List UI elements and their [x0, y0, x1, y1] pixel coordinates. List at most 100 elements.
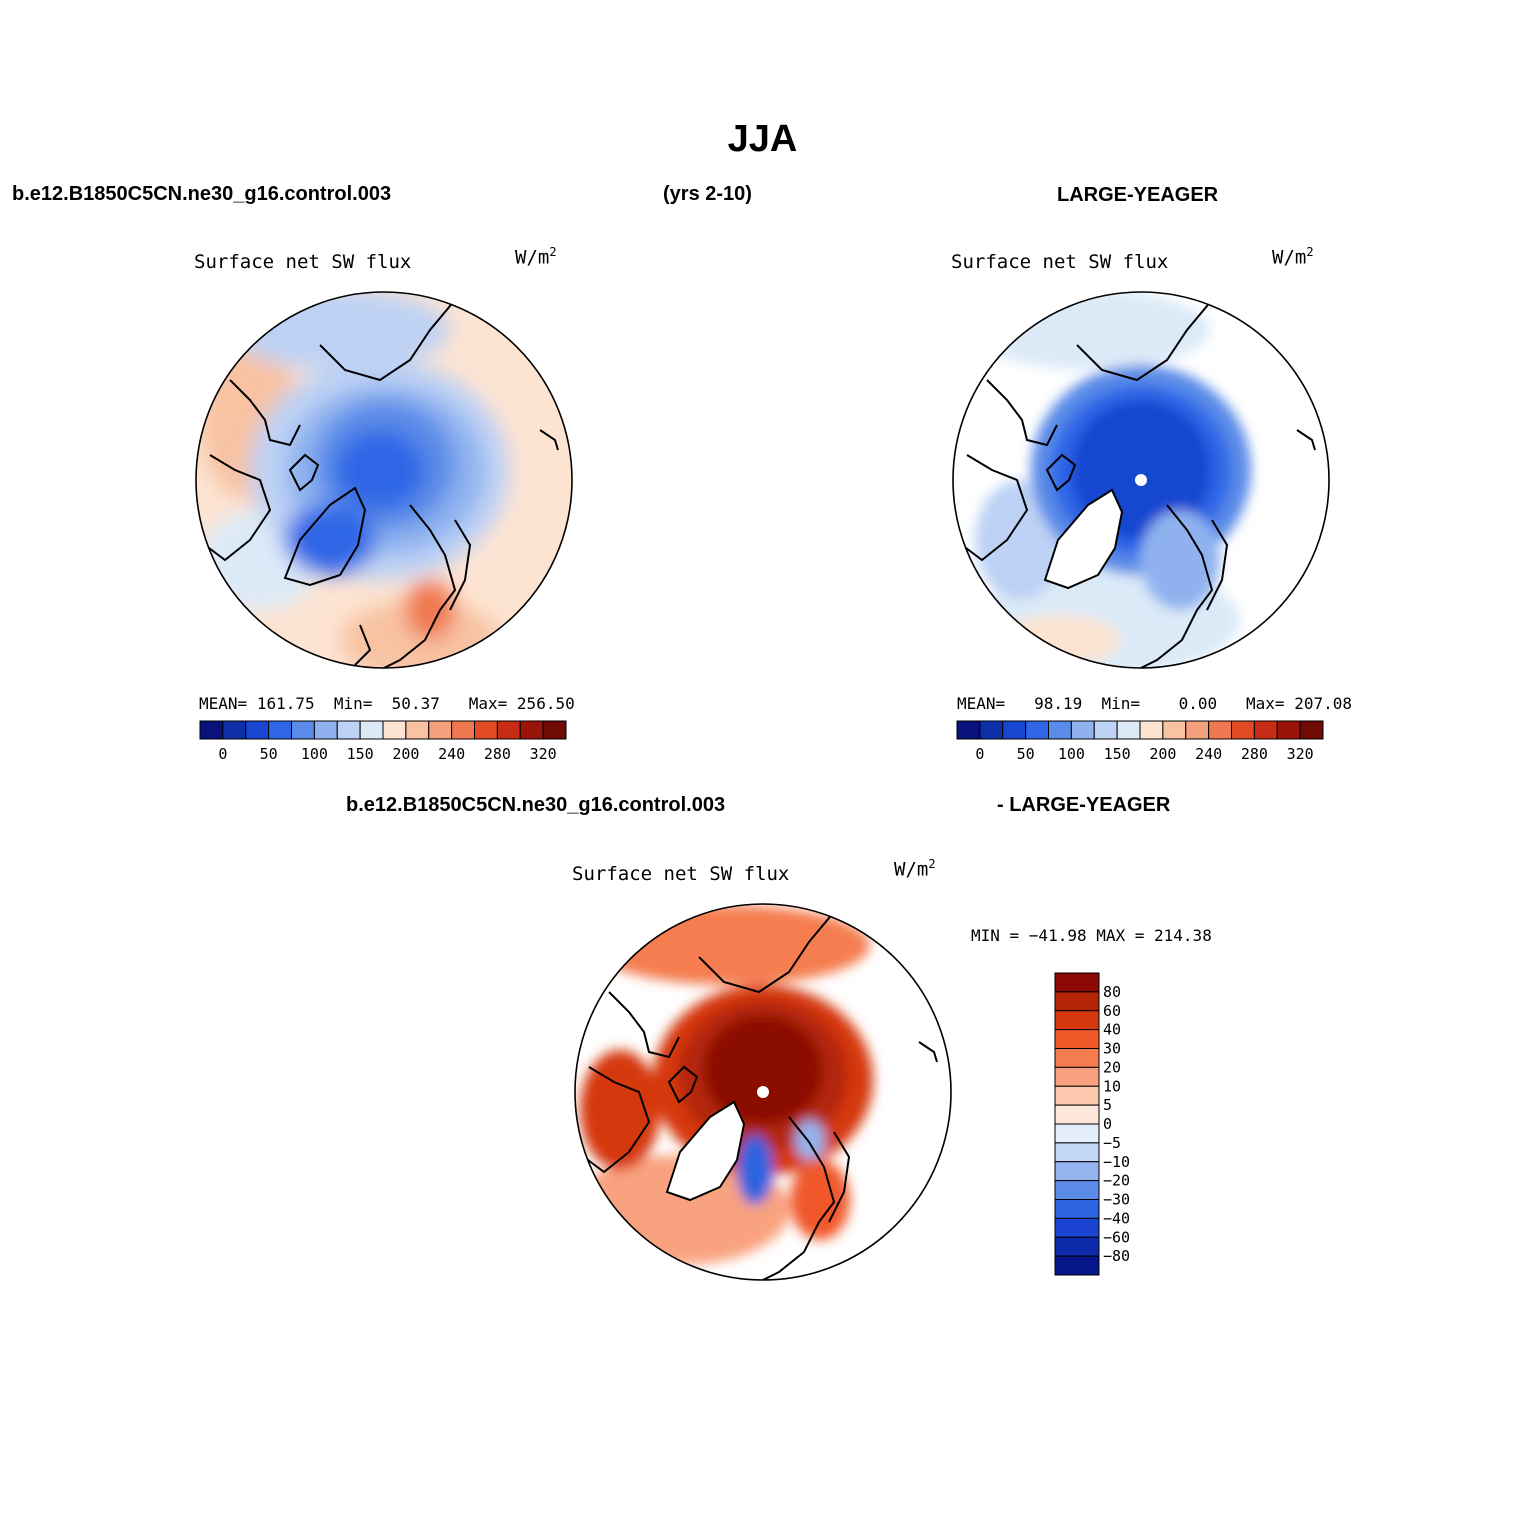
colorbar-tick-label: 150: [1104, 745, 1131, 763]
colorbar-tick-label: 20: [1103, 1058, 1121, 1076]
colorbar-swatch: [1054, 1029, 1100, 1049]
colorbar-tick-label: 280: [484, 745, 511, 763]
colorbar-swatch: [268, 720, 292, 740]
colorbar-tick-label: 5: [1103, 1096, 1112, 1114]
minmax-diff: MIN = −41.98 MAX = 214.38: [971, 926, 1212, 945]
colorbar-tick-label: −10: [1103, 1153, 1130, 1171]
panel-units-obs: W/m2: [1272, 245, 1314, 269]
colorbar-tick-label: 200: [1149, 745, 1176, 763]
colorbar-swatch: [313, 720, 338, 740]
colorbar-swatch: [496, 720, 521, 740]
header-center: (yrs 2-10): [663, 183, 752, 205]
panel-units-diff: W/m2: [894, 857, 936, 881]
colorbar-swatch: [1054, 1236, 1100, 1257]
colorbar-swatch: [1116, 720, 1141, 740]
colorbar-swatch: [1054, 1010, 1100, 1031]
map-case: [196, 292, 572, 668]
header-right: LARGE-YEAGER: [1057, 184, 1219, 206]
colorbar-swatch: [1231, 720, 1255, 740]
colorbar-swatch: [1208, 720, 1232, 740]
colorbar-swatch: [336, 720, 361, 740]
colorbar-swatch: [542, 720, 567, 740]
colorbar-swatch: [1253, 720, 1278, 740]
colorbar-swatch: [1054, 1161, 1100, 1182]
colorbar-tick-label: 240: [1195, 745, 1222, 763]
colorbar-swatch: [1054, 1085, 1100, 1106]
colorbar-tick-label: −30: [1103, 1191, 1130, 1209]
colorbar-swatch: [1054, 1104, 1100, 1125]
colorbar-swatch: [1054, 1142, 1100, 1163]
panel-title-obs: Surface net SW flux: [951, 251, 1169, 273]
header-left: b.e12.B1850C5CN.ne30_g16.control.003: [12, 183, 392, 205]
colorbar-tick-label: 50: [1017, 745, 1035, 763]
colorbar-tick-label: 60: [1103, 1002, 1121, 1020]
stats-case: MEAN= 161.75 Min= 50.37 Max= 256.50: [199, 694, 575, 713]
colorbar-tick-label: 280: [1241, 745, 1268, 763]
colorbar-swatch: [1025, 720, 1049, 740]
diff-header-right: - LARGE-YEAGER: [997, 794, 1171, 816]
colorbar-swatch: [1093, 720, 1118, 740]
colorbar-swatch: [1054, 1199, 1100, 1219]
colorbar-tick-label: 0: [1103, 1115, 1112, 1133]
panel-title-case: Surface net SW flux: [194, 251, 412, 273]
colorbar-tick-label: 100: [1058, 745, 1085, 763]
diff-header-left: b.e12.B1850C5CN.ne30_g16.control.003: [346, 794, 726, 816]
colorbar-tick-label: 30: [1103, 1040, 1121, 1058]
colorbar-swatch: [382, 720, 407, 740]
colorbar-swatch: [222, 720, 247, 740]
colorbar-swatch: [1054, 991, 1100, 1012]
panel-title-diff: Surface net SW flux: [572, 863, 790, 885]
colorbar-tick-label: 50: [260, 745, 278, 763]
colorbar-swatch: [474, 720, 498, 740]
colorbar-swatch: [428, 720, 453, 740]
colorbar-swatch: [1139, 720, 1164, 740]
colorbar-swatch: [1054, 1255, 1100, 1276]
colorbar-tick-label: 0: [218, 745, 227, 763]
colorbar-tick-label: 100: [301, 745, 328, 763]
colorbar-swatch: [1276, 720, 1301, 740]
colorbar-swatch: [1054, 1066, 1100, 1087]
colorbar-swatch: [245, 720, 270, 740]
colorbar-case: 0 50 100 150 200 240 280 320: [199, 720, 567, 763]
colorbar-tick-label: −80: [1103, 1247, 1130, 1265]
colorbar-obs: 0 50 100 150 200 240 280 320: [956, 720, 1324, 763]
colorbar-swatch: [199, 720, 224, 740]
colorbar-swatch: [519, 720, 544, 740]
coastlines-obs: [961, 299, 1316, 668]
colorbar-tick-label: −40: [1103, 1209, 1130, 1227]
colorbar-tick-label: 200: [392, 745, 419, 763]
colorbar-swatch: [359, 720, 384, 740]
colorbar-swatch: [1054, 1217, 1100, 1238]
colorbar-swatch: [1185, 720, 1210, 740]
colorbar-tick-label: 40: [1103, 1021, 1121, 1039]
colorbar-tick-label: 0: [975, 745, 984, 763]
colorbar-swatch: [1054, 1048, 1100, 1068]
colorbar-tick-label: 10: [1103, 1077, 1121, 1095]
panel-units-case: W/m2: [515, 245, 557, 269]
colorbar-swatch: [1054, 1123, 1100, 1144]
colorbar-swatch: [1299, 720, 1324, 740]
colorbar-tick-label: 320: [1287, 745, 1314, 763]
stats-obs: MEAN= 98.19 Min= 0.00 Max= 207.08: [957, 694, 1352, 713]
colorbar-swatch: [979, 720, 1004, 740]
figure-title: JJA: [727, 118, 798, 160]
map-obs: [953, 292, 1329, 668]
colorbar-tick-label: 320: [530, 745, 557, 763]
colorbar-swatch: [1070, 720, 1095, 740]
coastlines-diff: [583, 911, 938, 1280]
colorbar-swatch: [451, 720, 475, 740]
map-diff: [575, 904, 951, 1280]
colorbar-swatch: [1054, 972, 1100, 993]
colorbar-swatch: [405, 720, 430, 740]
colorbar-swatch: [1054, 1180, 1100, 1200]
colorbar-tick-label: −5: [1103, 1134, 1121, 1152]
colorbar-swatch: [1048, 720, 1072, 740]
colorbar-swatch: [1002, 720, 1027, 740]
coastlines-case: [204, 299, 559, 668]
colorbar-swatch: [1162, 720, 1187, 740]
colorbar-tick-label: −20: [1103, 1172, 1130, 1190]
colorbar-swatch: [291, 720, 315, 740]
colorbar-tick-label: 150: [347, 745, 374, 763]
colorbar-tick-label: 240: [438, 745, 465, 763]
